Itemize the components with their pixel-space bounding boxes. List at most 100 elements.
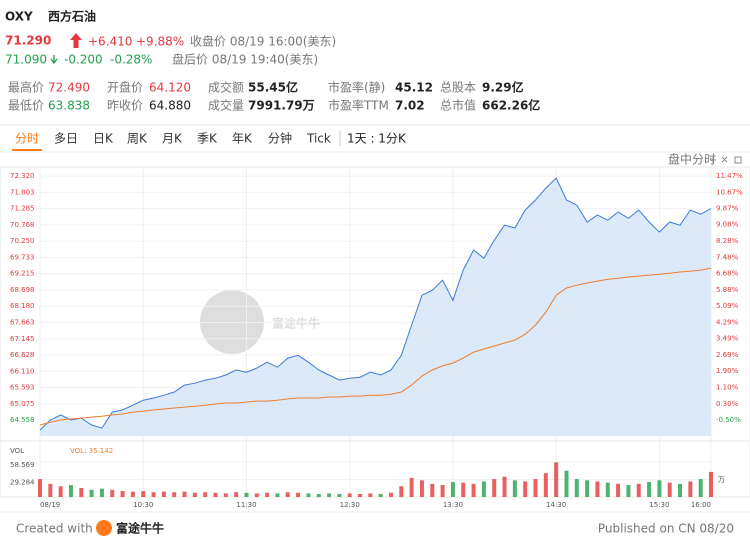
volume-bar <box>182 491 187 497</box>
volume-bar <box>595 481 600 497</box>
volume-bar <box>667 482 672 497</box>
stats: 最高价 72.490 开盘价 64.120 成交额 55.45亿 市盈率(静) 45.12 总股… <box>8 80 540 113</box>
volume-bar <box>172 492 177 497</box>
volume-bar <box>327 493 332 497</box>
volume-bar <box>616 483 621 497</box>
tab[interactable]: 日K <box>93 132 114 146</box>
watermark-text: 富途牛牛 <box>272 316 320 331</box>
stat-label: 最低价 <box>8 99 44 113</box>
volume-bar <box>378 494 383 497</box>
y-tick-label: 67.663 <box>10 318 35 326</box>
volume-bar <box>234 492 239 497</box>
volume-bar <box>192 492 197 497</box>
chart-icons[interactable] <box>710 156 742 164</box>
volume-bar <box>461 482 466 497</box>
tab[interactable]: 分时 <box>15 132 39 146</box>
volume-bar <box>58 486 63 497</box>
tab[interactable]: 月K <box>162 132 183 146</box>
y2-tick-label: 7.48% <box>716 253 739 261</box>
stat-value: 7991.79万 <box>248 99 315 113</box>
tab[interactable]: 年K <box>232 132 253 146</box>
volume-bar <box>213 492 218 497</box>
x-tick-label: 12:30 <box>340 501 360 509</box>
tab-active-underline <box>12 149 42 151</box>
volume-bar <box>626 485 631 497</box>
after-note: 盘后价 08/19 19:40(美东) <box>172 52 318 67</box>
volume-bar <box>223 493 228 497</box>
y2-tick-label: 0.30% <box>716 400 739 408</box>
ticker: OXY <box>5 10 33 24</box>
y-tick-label: 72.320 <box>10 172 35 180</box>
volume-bar <box>388 492 393 497</box>
area-fill <box>40 178 711 436</box>
y-tick-label: 68.180 <box>10 302 35 310</box>
y-tick-label: 67.145 <box>10 335 35 343</box>
volume-bar <box>38 479 42 497</box>
volume-bar <box>512 480 517 497</box>
volume-bar <box>709 471 713 497</box>
after-change: -0.200 <box>64 53 103 67</box>
y2-tick-label: 9.87% <box>716 205 739 213</box>
y2-tick-label: 2.69% <box>716 351 739 359</box>
tab[interactable]: 季K <box>197 132 218 146</box>
volume-bar <box>543 473 548 497</box>
y2-tick-label: 10.67% <box>716 188 743 196</box>
tabs: 分时 多日 日K 周K 月K 季K 年K 分钟 Tick <box>12 131 331 151</box>
volume-bar <box>275 493 280 497</box>
y2-tick-label: 4.29% <box>716 318 739 326</box>
y2-tick-label: 8.28% <box>716 237 739 245</box>
volume-bar <box>161 491 166 497</box>
volume-bar <box>316 494 321 497</box>
volume-bar <box>296 492 301 497</box>
volume-bar <box>347 493 352 497</box>
volume-bar <box>502 476 507 497</box>
stat-value: 45.12 <box>395 81 433 95</box>
y-tick-label: 69.215 <box>10 270 35 278</box>
chart-mode[interactable]: 盘中分时 <box>668 152 716 167</box>
volume-bar <box>99 488 104 497</box>
x-tick-label: 15:30 <box>649 501 669 509</box>
volume-bar <box>698 479 703 497</box>
volume-bar <box>430 483 435 497</box>
vol-tick-label: 58.569 <box>10 461 35 469</box>
price: 71.290 <box>5 34 51 48</box>
volume-bar <box>285 492 290 497</box>
y-tick-label: 66.628 <box>10 351 35 359</box>
interval[interactable]: 1天 : 1分K <box>347 132 407 146</box>
y2-tick-label: -0.50% <box>716 416 741 424</box>
stat-label: 最高价 <box>8 80 44 95</box>
tab[interactable]: 多日 <box>54 132 78 146</box>
volume-bar <box>492 479 497 497</box>
down-arrow <box>50 55 58 65</box>
stat-label: 昨收价 <box>107 99 143 113</box>
change: +6.410 <box>88 35 132 49</box>
stat-label: 市盈率(静) <box>328 80 385 95</box>
tab[interactable]: 周K <box>127 132 148 146</box>
vol-tick-label: 29.284 <box>10 479 35 487</box>
stat-value: 55.45亿 <box>248 80 298 95</box>
vol-label[interactable]: VOL <box>10 447 24 455</box>
x-tick-label: 16:00 <box>691 501 711 509</box>
y-tick-label: 68.698 <box>10 286 35 294</box>
stat-label: 总股本 <box>440 81 476 95</box>
y-tick-label: 71.285 <box>10 205 35 213</box>
volume-bar <box>68 485 73 497</box>
volume-bar <box>409 477 414 497</box>
volume-bar <box>399 486 404 497</box>
tab[interactable]: 分钟 <box>268 131 292 146</box>
volume-bar <box>585 480 590 497</box>
volume-bar <box>337 494 342 497</box>
volume-bar <box>636 483 641 497</box>
volume-bar <box>419 480 424 497</box>
volume-bar <box>120 491 125 497</box>
tab[interactable]: Tick <box>306 132 331 146</box>
volume-bar <box>471 483 476 497</box>
y2-tick-label: 3.49% <box>716 335 739 343</box>
x-tick-label: 08/19 <box>40 501 60 509</box>
y-tick-label: 65.075 <box>10 400 35 408</box>
y-tick-label: 64.558 <box>10 416 35 424</box>
volume-bar <box>647 482 652 497</box>
price-line <box>39 177 712 431</box>
average-line <box>39 267 712 426</box>
